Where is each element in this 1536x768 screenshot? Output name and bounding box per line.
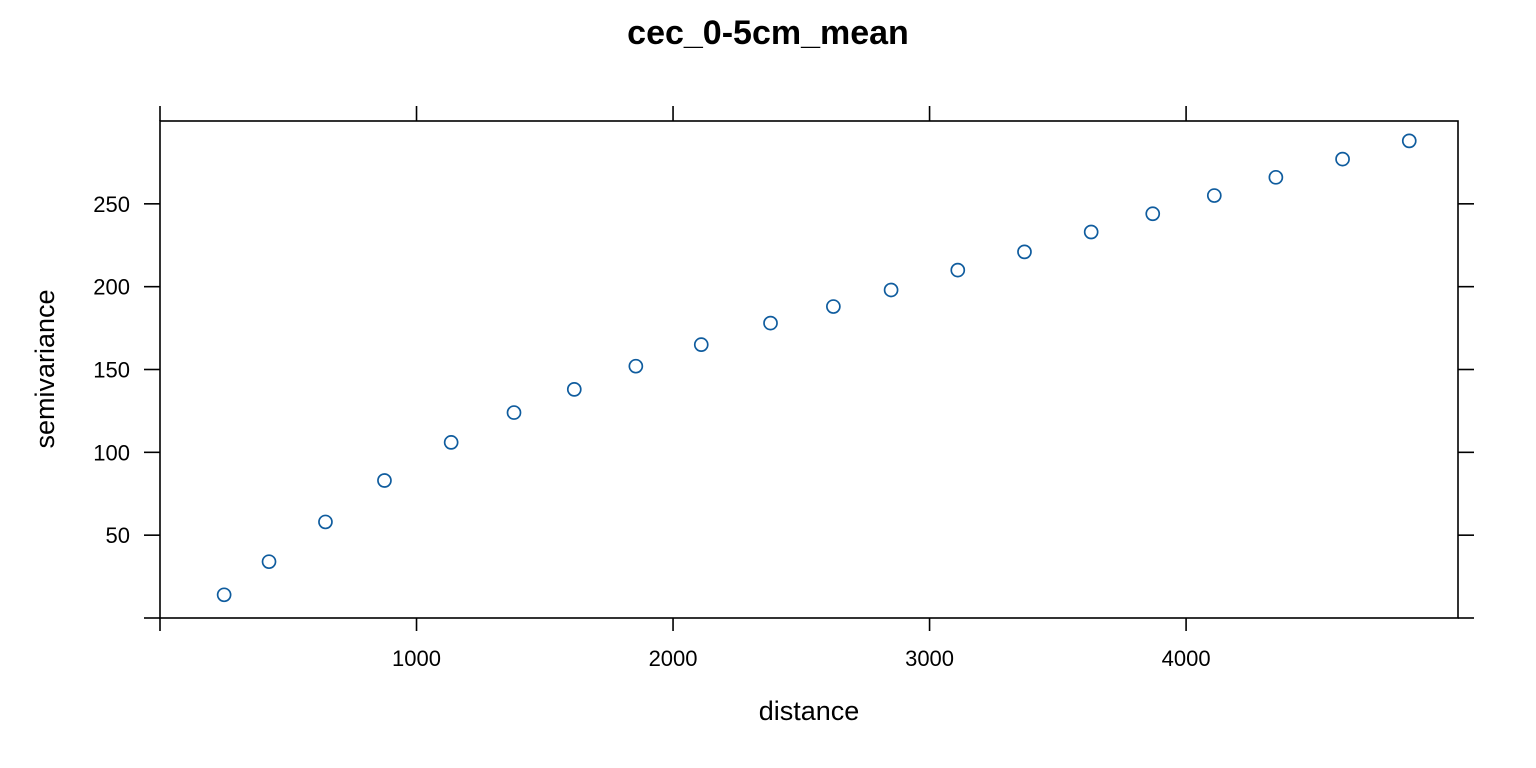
data-point bbox=[1401, 133, 1417, 149]
x-tick-label: 3000 bbox=[905, 646, 954, 671]
data-points bbox=[216, 133, 1417, 603]
data-point bbox=[1206, 188, 1222, 203]
data-point bbox=[443, 435, 459, 450]
data-point bbox=[506, 405, 522, 420]
x-tick-label: 2000 bbox=[649, 646, 698, 671]
y-axis: 50 100 150 200 250 bbox=[93, 192, 1474, 619]
data-point bbox=[566, 382, 582, 397]
x-axis-label: distance bbox=[759, 696, 860, 726]
data-point bbox=[318, 514, 333, 530]
data-point bbox=[216, 587, 232, 603]
data-point bbox=[883, 282, 899, 298]
data-point bbox=[826, 299, 841, 314]
data-point bbox=[763, 315, 778, 331]
y-tick-label: 200 bbox=[93, 275, 130, 300]
y-tick-label: 150 bbox=[93, 358, 130, 383]
data-point bbox=[261, 554, 277, 570]
data-point bbox=[950, 262, 966, 278]
data-point bbox=[1145, 206, 1161, 222]
y-tick-label: 50 bbox=[106, 523, 130, 548]
plot-frame bbox=[159, 120, 1459, 619]
data-point bbox=[1017, 244, 1032, 260]
x-tick-label: 1000 bbox=[392, 646, 441, 671]
data-point bbox=[693, 337, 709, 352]
x-tick-label: 4000 bbox=[1162, 646, 1211, 671]
data-point bbox=[1083, 224, 1099, 240]
chart-title: cec_0-5cm_mean bbox=[627, 14, 909, 52]
y-axis-label: semivariance bbox=[30, 289, 60, 448]
y-tick-label: 100 bbox=[93, 440, 130, 465]
data-point bbox=[1268, 169, 1284, 185]
data-point bbox=[377, 473, 392, 488]
data-point bbox=[1335, 151, 1350, 167]
data-point bbox=[628, 358, 644, 374]
y-tick-label: 250 bbox=[93, 192, 130, 217]
x-axis: 1000 2000 3000 4000 bbox=[159, 106, 1211, 671]
